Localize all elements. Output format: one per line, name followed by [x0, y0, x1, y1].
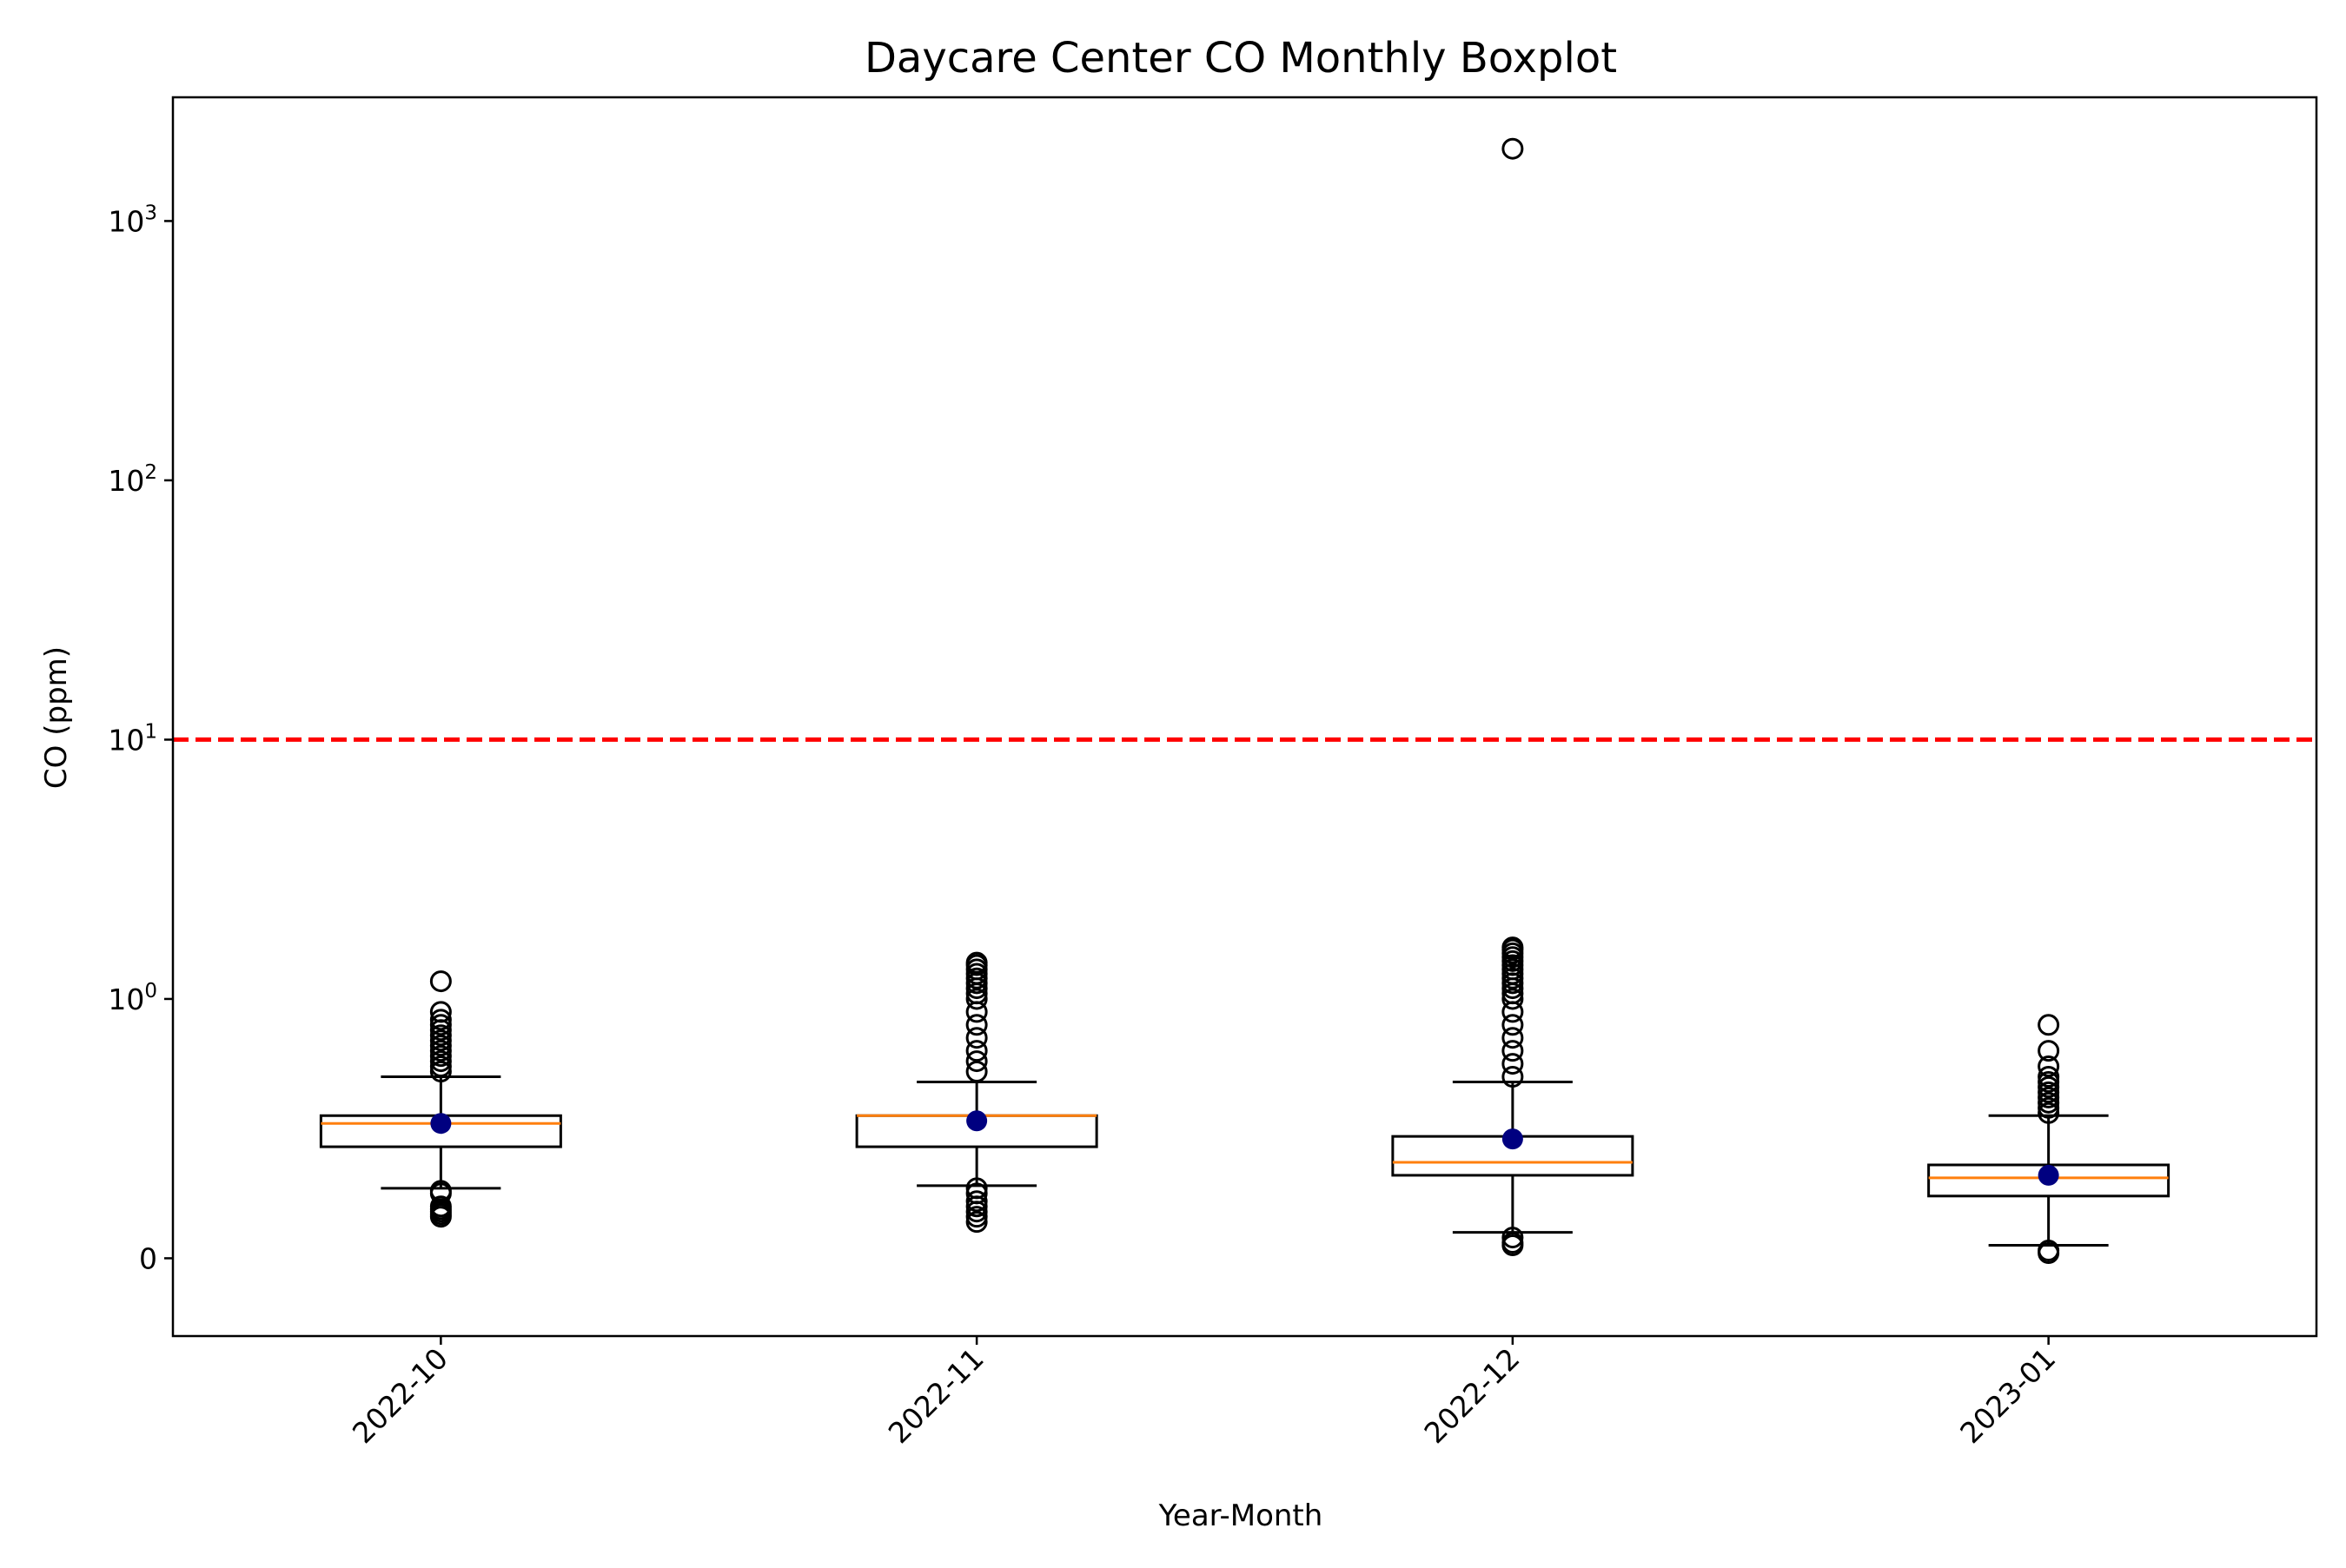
chart-title: Daycare Center CO Monthly Boxplot	[865, 34, 1617, 83]
outlier-point	[429, 1055, 452, 1078]
axes-frame	[171, 96, 2318, 1338]
outlier-point	[965, 951, 988, 974]
y-tick-label: 102	[108, 461, 157, 498]
mean-marker	[966, 1110, 988, 1132]
outlier-point	[1501, 1065, 1524, 1088]
outlier-point	[429, 1040, 452, 1062]
y-tick-label-base: 10	[108, 982, 144, 1016]
outlier-point	[2038, 1014, 2060, 1036]
y-tick-label: 0	[139, 1241, 157, 1275]
outlier-point	[429, 1024, 452, 1047]
mean-marker	[1501, 1128, 1523, 1150]
outlier-point	[429, 1180, 452, 1202]
y-tick-label-exponent: 0	[144, 980, 157, 1002]
box-group-2023-01	[1927, 1014, 2170, 1264]
outlier-point	[429, 970, 452, 993]
outlier-point	[965, 1061, 988, 1083]
y-tick-label-base: 10	[108, 204, 144, 238]
outlier-point	[965, 1050, 988, 1073]
mean-marker	[2038, 1164, 2059, 1186]
outlier-point	[429, 1050, 452, 1073]
outlier-point	[2038, 1070, 2060, 1093]
outlier-point	[2038, 1102, 2060, 1124]
outlier-point	[429, 1035, 452, 1057]
outlier-point	[2038, 1075, 2060, 1098]
outlier-point	[2038, 1086, 2060, 1108]
outlier-point	[429, 1014, 452, 1036]
outlier-point	[1501, 936, 1524, 959]
box-group-2022-11	[855, 951, 1098, 1234]
outlier-point	[429, 1001, 452, 1023]
outlier-point	[1501, 1232, 1524, 1254]
outlier-point	[965, 1040, 988, 1062]
box-group-2022-10	[319, 970, 562, 1228]
y-tick-label-base: 0	[139, 1241, 157, 1275]
y-tick-label: 101	[108, 720, 157, 757]
outlier-point	[429, 1029, 452, 1052]
y-tick-label: 100	[108, 980, 157, 1016]
outlier-point	[1501, 1040, 1524, 1062]
outlier-point	[429, 1195, 452, 1218]
outlier-point	[965, 1027, 988, 1049]
outlier-point	[1501, 1027, 1524, 1049]
y-tick-label-exponent: 1	[144, 720, 157, 743]
outlier-point	[965, 988, 988, 1010]
outlier-point	[2038, 1239, 2060, 1261]
y-tick-label-base: 10	[108, 723, 144, 757]
outlier-point	[429, 1045, 452, 1068]
y-axis-label: CO (ppm)	[39, 646, 74, 789]
outlier-point	[2038, 1096, 2060, 1119]
outlier-point	[429, 1009, 452, 1031]
outlier-point	[1501, 1053, 1524, 1075]
outlier-point	[1501, 137, 1524, 160]
outlier-point	[1501, 988, 1524, 1010]
outlier-point	[965, 1190, 988, 1213]
outlier-point	[1501, 1014, 1524, 1036]
outlier-point	[2038, 1040, 2060, 1062]
outlier-point	[965, 1211, 988, 1234]
x-axis-label: Year-Month	[1158, 1499, 1323, 1533]
outlier-point	[965, 1177, 988, 1200]
y-tick-label-exponent: 3	[144, 202, 157, 224]
outlier-point	[2038, 1081, 2060, 1103]
mean-marker	[430, 1113, 452, 1135]
y-tick-label-base: 10	[108, 464, 144, 498]
y-tick-label: 103	[108, 202, 157, 238]
y-tick-label-exponent: 2	[144, 461, 157, 484]
outlier-point	[1501, 1227, 1524, 1249]
outlier-point	[2038, 1065, 2060, 1088]
outlier-point	[965, 1182, 988, 1205]
outlier-point	[965, 1206, 988, 1228]
outlier-point	[2038, 1091, 2060, 1114]
outlier-point	[2038, 1055, 2060, 1078]
box-group-2022-12	[1391, 137, 1634, 1257]
outlier-point	[429, 1061, 452, 1083]
outlier-point	[965, 1014, 988, 1036]
